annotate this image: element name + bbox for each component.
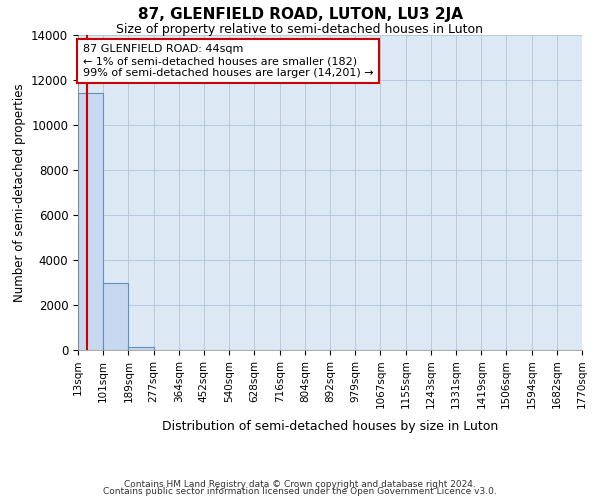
Bar bbox=[128, 346, 154, 350]
Text: Size of property relative to semi-detached houses in Luton: Size of property relative to semi-detach… bbox=[116, 22, 484, 36]
Bar bbox=[103, 282, 128, 350]
Text: 87 GLENFIELD ROAD: 44sqm
← 1% of semi-detached houses are smaller (182)
99% of s: 87 GLENFIELD ROAD: 44sqm ← 1% of semi-de… bbox=[83, 44, 374, 78]
X-axis label: Distribution of semi-detached houses by size in Luton: Distribution of semi-detached houses by … bbox=[162, 420, 498, 432]
Y-axis label: Number of semi-detached properties: Number of semi-detached properties bbox=[13, 83, 26, 302]
Text: Contains HM Land Registry data © Crown copyright and database right 2024.: Contains HM Land Registry data © Crown c… bbox=[124, 480, 476, 489]
Bar bbox=[78, 94, 103, 350]
Text: Contains public sector information licensed under the Open Government Licence v3: Contains public sector information licen… bbox=[103, 487, 497, 496]
Text: 87, GLENFIELD ROAD, LUTON, LU3 2JA: 87, GLENFIELD ROAD, LUTON, LU3 2JA bbox=[137, 8, 463, 22]
